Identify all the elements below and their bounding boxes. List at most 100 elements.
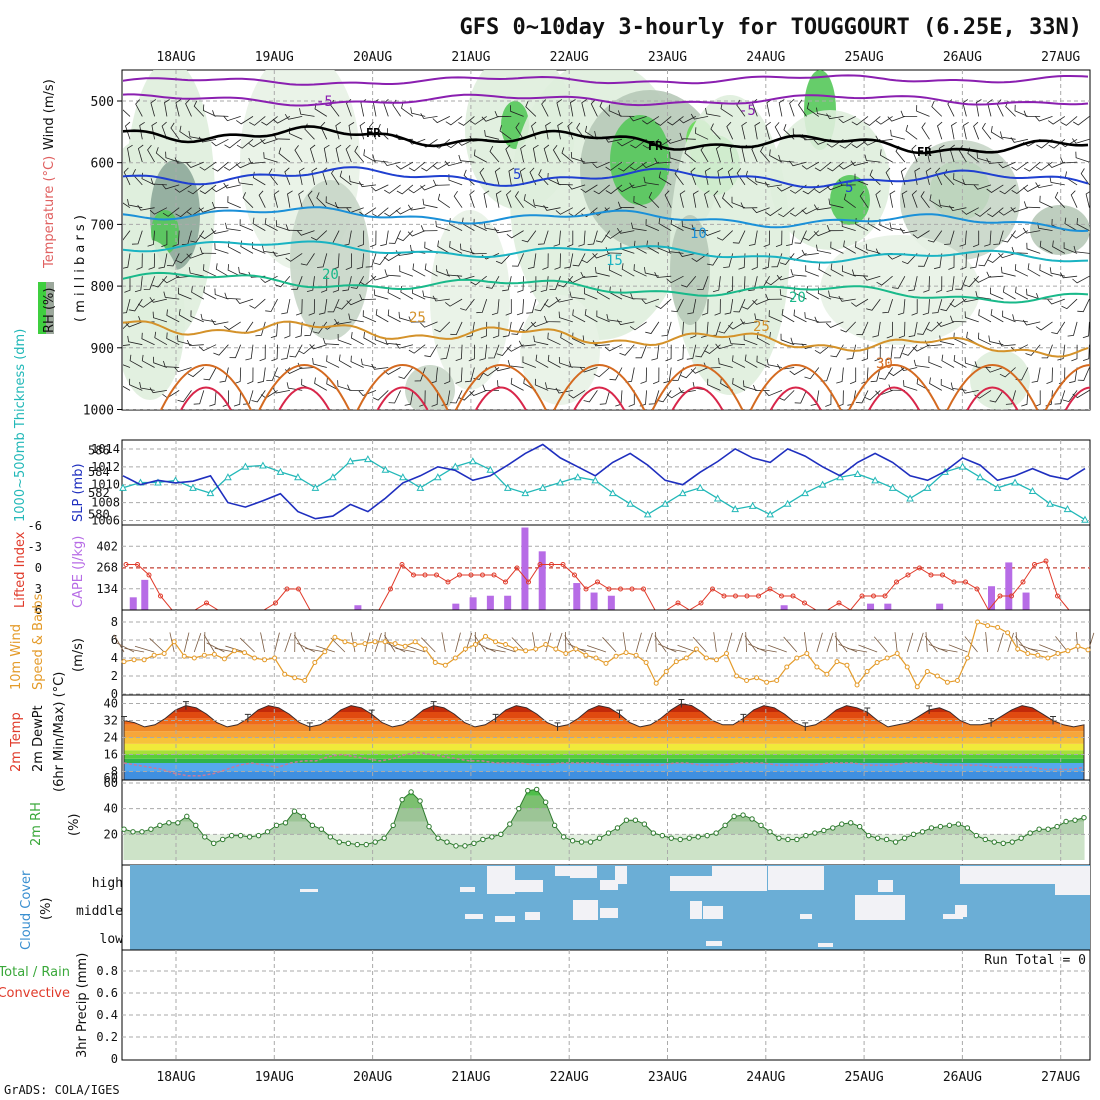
wind-barb-1025	[1077, 367, 1090, 381]
lifted-index-point-64	[859, 593, 865, 599]
wind-barb-825	[887, 253, 906, 260]
wind-speed-point-12	[242, 650, 247, 656]
temp-minmax-54	[678, 699, 685, 708]
wind-barb-409	[495, 253, 512, 264]
wind-barb-986	[1046, 367, 1053, 384]
wind-barb-924	[990, 126, 1004, 140]
date-bottom-18AUG: 18AUG	[156, 1070, 195, 1085]
sfc-barb-64	[748, 643, 767, 653]
wind-barb-333	[422, 290, 438, 300]
wind-speed-point-52	[643, 660, 649, 665]
wind-barb-1001	[1060, 116, 1078, 126]
rh-point-97	[991, 839, 997, 845]
iso-plus35-7	[868, 386, 920, 410]
wind-barb-57	[172, 230, 180, 247]
wind-barb-392	[489, 145, 500, 163]
cloud-gap-9	[712, 866, 767, 891]
sfc-barb-56	[666, 648, 687, 653]
wind-barb-518	[593, 367, 610, 378]
wind-speed-point-78	[904, 664, 910, 670]
rh-blob-26	[970, 350, 1030, 410]
cape-bar-5	[486, 595, 494, 610]
date-bottom-23AUG: 23AUG	[648, 1070, 687, 1085]
iso-plus35-8	[966, 386, 1019, 410]
wind-barb-136	[240, 240, 254, 254]
wind-barb-212	[316, 192, 328, 208]
wind-barb-418	[520, 144, 526, 163]
rh-point-82	[857, 823, 863, 830]
wind-barb-599	[679, 132, 696, 140]
wind-barb-454	[534, 378, 549, 391]
wind-barb-262	[363, 149, 377, 163]
thickness-point-40	[818, 480, 827, 488]
wind-barb-876	[944, 230, 955, 245]
wind-barb-288	[383, 160, 401, 167]
wind-barb-774	[842, 265, 856, 277]
sfc-barb-0	[113, 634, 125, 653]
sfc-barb-47	[576, 648, 597, 653]
rh-point-6	[175, 820, 181, 826]
wind-barb-66	[179, 125, 192, 140]
rh-point-18	[282, 820, 289, 826]
wind-barb-14	[139, 121, 145, 140]
iso-plus35-1	[278, 386, 331, 410]
rh-point-62	[677, 836, 683, 843]
wind-barb-855	[912, 344, 930, 352]
rh-point-32	[408, 789, 414, 795]
sfc-barb-21	[315, 645, 335, 653]
wind-barb-981	[1039, 240, 1053, 254]
date-top-21AUG: 21AUG	[451, 50, 490, 65]
lifted-index-point-81	[1055, 593, 1060, 599]
run-total-label: Run Total = 0	[984, 953, 1086, 968]
wind-barb-551	[631, 222, 647, 231]
rh-blob-23	[520, 295, 600, 405]
wind-barb-793	[864, 116, 881, 126]
wind-barb-351	[445, 116, 463, 126]
wind-speed-point-1	[131, 657, 137, 663]
thickness-point-51	[1011, 478, 1019, 486]
temp-band-3	[124, 754, 1084, 759]
sfc-barb-87	[997, 632, 1004, 653]
rh-point-40	[480, 836, 486, 843]
wind-barb-949	[1014, 104, 1029, 117]
wind-barb-586	[666, 138, 684, 144]
wind-barb-660	[728, 337, 746, 346]
li-tick-3: 3	[35, 582, 42, 596]
wind-speed-point-7	[191, 655, 197, 661]
wind-barb-141	[247, 367, 254, 385]
lifted-index-point-13	[273, 600, 278, 606]
lifted-index-point-45	[641, 586, 646, 592]
wind-barb-103	[209, 390, 217, 407]
rh-point-65	[704, 832, 710, 839]
wind-barb-328	[420, 184, 438, 191]
thickness-point-46	[923, 483, 932, 491]
wind-barb-213	[310, 230, 328, 241]
wind-barb-510	[593, 184, 610, 195]
wind-barb-143	[249, 116, 266, 126]
wind-barb-200	[297, 230, 315, 236]
wind-barb-336	[430, 367, 438, 384]
rh-point-55	[614, 825, 621, 831]
wind-barb-461	[554, 253, 561, 270]
wind-barb-314	[408, 161, 426, 172]
rh-point-46	[534, 786, 540, 793]
contour-label-minus5-a: -5	[316, 94, 333, 110]
wind-barb-934	[985, 367, 1004, 373]
wind-barb-1016	[1075, 151, 1090, 163]
wind-speed-point-20	[322, 649, 328, 655]
temp-band-0	[124, 771, 1084, 780]
sfc-barb-13	[239, 637, 255, 653]
wind-barb-374	[468, 344, 475, 362]
wind-barb-864	[934, 253, 943, 270]
date-top-18AUG: 18AUG	[156, 50, 195, 65]
rh-point-4	[157, 822, 163, 829]
lifted-index-point-72	[951, 579, 957, 585]
wind-speed-point-33	[452, 655, 458, 661]
wind-barb-856	[913, 359, 930, 368]
wind-barb-401	[482, 367, 500, 377]
wind-barb-155	[251, 390, 266, 403]
wind-barb-257	[350, 332, 364, 346]
rh-point-11	[219, 836, 226, 843]
wind-barb-973	[1031, 367, 1041, 383]
wind-barb-792	[855, 390, 869, 404]
